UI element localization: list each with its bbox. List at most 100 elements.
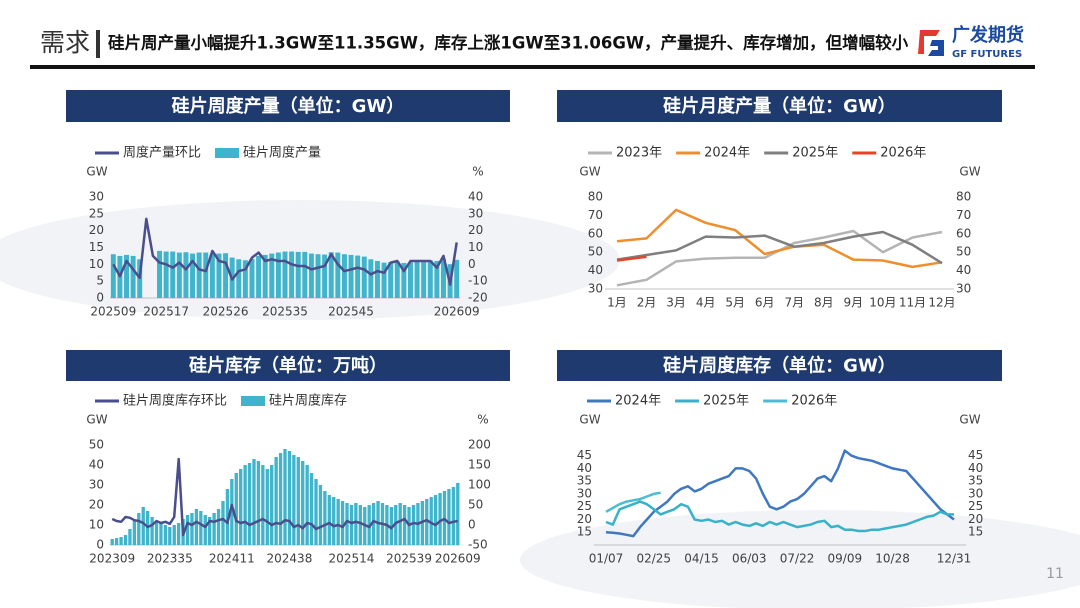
y-tick-label: 30	[588, 282, 603, 296]
bar	[256, 461, 261, 545]
bar	[141, 507, 145, 545]
panel-title: 硅片周度产量（单位：GW）	[172, 95, 405, 117]
bar	[323, 491, 327, 545]
bar	[335, 252, 341, 298]
bar	[374, 260, 380, 298]
y2-tick-label: 80	[956, 190, 971, 204]
y2-axis-label: GW	[959, 413, 980, 427]
bar	[314, 479, 318, 545]
bar	[308, 253, 314, 298]
bar	[168, 527, 172, 545]
y-tick-label: 25	[89, 206, 104, 220]
y2-axis-label: %	[477, 413, 488, 427]
x-tick-label: 202526	[203, 305, 249, 319]
y-axis-label: GW	[86, 413, 107, 427]
bar	[345, 503, 349, 545]
bar	[190, 513, 194, 545]
bar	[203, 515, 207, 545]
x-tick-label: 202335	[147, 552, 193, 566]
bar	[429, 497, 433, 545]
legend-label: 2025年	[792, 146, 838, 161]
header-subtitle: 硅片周产量小幅提升1.3GW至11.35GW，库存上涨1GW至31.06GW，产…	[108, 33, 909, 53]
y2-axis-label: %	[472, 165, 483, 179]
bar	[262, 254, 268, 298]
bar	[123, 535, 128, 545]
x-tick-label: 202539	[386, 552, 432, 566]
y2-tick-label: 60	[956, 226, 971, 240]
y-tick-label: 10	[89, 257, 104, 271]
bar	[388, 262, 394, 298]
bar	[438, 493, 442, 545]
logo-mark	[928, 40, 944, 56]
bar	[441, 259, 446, 298]
panel-title: 硅片库存（单位：万吨）	[189, 355, 387, 377]
bar	[401, 262, 407, 298]
y2-tick-label: 0	[468, 518, 476, 532]
bar	[295, 251, 301, 298]
bar	[433, 495, 438, 545]
bar	[407, 262, 413, 298]
bar	[159, 523, 163, 545]
bar	[256, 255, 262, 298]
y2-tick-label: 30	[968, 486, 983, 500]
line-series	[605, 491, 661, 513]
bar	[190, 253, 196, 298]
bar	[421, 260, 427, 298]
bar	[216, 509, 221, 545]
line-series	[616, 208, 943, 269]
y-axis-label: GW	[579, 413, 600, 427]
y2-tick-label: 100	[468, 478, 491, 492]
x-tick-label: 7月	[784, 296, 804, 310]
line-series	[616, 229, 943, 287]
bar	[381, 262, 387, 298]
y-tick-label: 40	[577, 461, 592, 475]
bar	[150, 517, 154, 545]
bar	[274, 457, 278, 545]
y-tick-label: 30	[89, 478, 104, 492]
x-tick-label: 04/15	[684, 552, 719, 566]
y2-tick-label: 40	[956, 263, 971, 277]
y2-tick-label: 150	[468, 458, 491, 472]
line-series	[112, 217, 458, 286]
bar	[234, 473, 238, 545]
legend-label: 2024年	[615, 394, 661, 409]
legend-label: 2025年	[703, 394, 749, 409]
bar	[239, 469, 243, 545]
legend-label: 2024年	[704, 146, 750, 161]
y2-tick-label: 50	[956, 245, 971, 259]
bar	[130, 255, 136, 298]
bar	[196, 252, 202, 298]
x-tick-label: 202411	[209, 552, 255, 566]
bar	[216, 253, 222, 298]
y2-tick-label: 45	[968, 448, 983, 462]
x-tick-label: 10/28	[875, 552, 910, 566]
y2-tick-label: -20	[468, 291, 488, 305]
y2-tick-label: 50	[468, 498, 483, 512]
legend-label: 硅片周度库存环比	[123, 393, 227, 409]
x-tick-label: 202309	[89, 552, 135, 566]
x-tick-label: 2月	[637, 296, 657, 310]
y-tick-label: 0	[96, 538, 104, 552]
x-tick-label: 202509	[90, 305, 136, 319]
bar	[183, 252, 189, 298]
logo-text: 广发期货	[952, 24, 1024, 46]
legend-swatch	[241, 396, 266, 406]
y-tick-label: 50	[89, 438, 104, 452]
x-tick-label: 202517	[143, 305, 189, 319]
bar	[332, 497, 336, 545]
x-tick-label: 06/03	[732, 552, 767, 566]
bar	[358, 505, 362, 545]
y-tick-label: 40	[588, 263, 603, 277]
logo-mark	[918, 30, 940, 54]
bar	[354, 503, 358, 545]
page-number: 11	[1046, 566, 1064, 582]
bar	[270, 465, 274, 545]
bar	[243, 465, 247, 545]
x-tick-label: 202514	[329, 552, 375, 566]
y2-tick-label: -50	[468, 538, 488, 552]
x-tick-label: 202438	[267, 552, 313, 566]
bar	[242, 260, 248, 298]
x-tick-label: 6月	[755, 296, 775, 310]
y2-tick-label: 0	[468, 257, 476, 271]
y-tick-label: 60	[588, 226, 603, 240]
